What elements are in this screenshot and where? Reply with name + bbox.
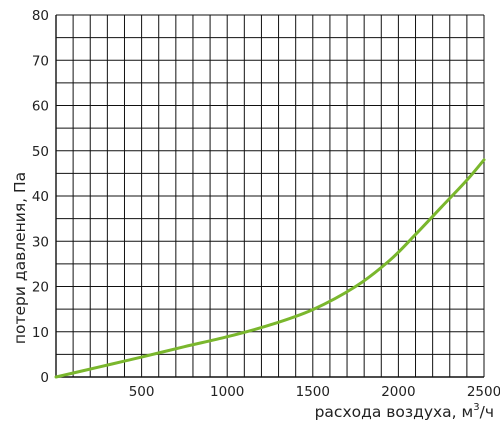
- x-tick-label: 2500: [467, 384, 500, 400]
- x-axis-label-end: /ч: [480, 403, 494, 421]
- y-tick-label: 40: [32, 189, 49, 205]
- x-tick-label: 1500: [296, 384, 330, 400]
- y-tick-label: 50: [32, 144, 49, 160]
- x-tick-label: 1000: [210, 384, 244, 400]
- y-tick-label: 80: [32, 8, 49, 24]
- y-tick-labels: 0 10 20 30 40 50 60 70 80: [32, 8, 49, 386]
- y-tick-label: 30: [32, 234, 49, 250]
- y-tick-label: 70: [32, 53, 49, 69]
- grid: [55, 14, 485, 378]
- x-axis-label-main: расхода воздуха, м: [315, 403, 474, 421]
- x-tick-label: 500: [129, 384, 155, 400]
- y-tick-label: 10: [32, 325, 49, 341]
- x-axis-label-superscript: 3: [473, 402, 479, 413]
- y-axis-label: потери давления, Па: [11, 172, 29, 344]
- y-tick-label: 20: [32, 280, 49, 296]
- y-tick-label: 0: [40, 370, 49, 386]
- x-axis-label: расхода воздуха, м3/ч: [315, 402, 494, 421]
- y-tick-label: 60: [32, 99, 49, 115]
- series-layer: [54, 158, 486, 379]
- series-line: [54, 158, 486, 379]
- x-tick-labels: 500 1000 1500 2000 2500: [129, 384, 500, 400]
- x-tick-label: 2000: [381, 384, 415, 400]
